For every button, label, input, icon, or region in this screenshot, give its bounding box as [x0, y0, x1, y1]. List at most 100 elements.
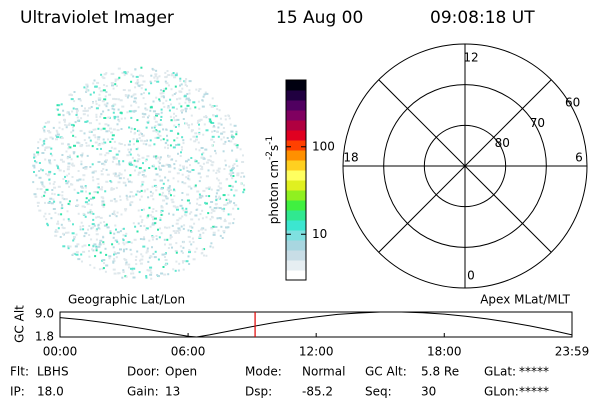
- pixel: [84, 201, 88, 204]
- pixel: [183, 80, 186, 83]
- pixel: [190, 243, 193, 246]
- pixel: [228, 165, 231, 168]
- pixel: [76, 243, 80, 246]
- pixel: [59, 158, 63, 161]
- pixel: [185, 160, 188, 163]
- pixel: [61, 191, 64, 193]
- pixel: [173, 76, 177, 79]
- pixel: [138, 271, 141, 274]
- pixel: [45, 218, 48, 221]
- pixel: [148, 114, 151, 117]
- pixel: [140, 258, 144, 261]
- pixel: [97, 97, 101, 100]
- pixel: [195, 148, 198, 151]
- pixel: [218, 170, 221, 173]
- pixel: [107, 109, 110, 112]
- pixel: [156, 136, 160, 139]
- pixel: [110, 181, 113, 184]
- pixel: [92, 249, 95, 252]
- pixel: [136, 79, 139, 82]
- pixel: [216, 108, 219, 111]
- pixel: [173, 93, 176, 95]
- pixel: [181, 199, 184, 201]
- pixel: [191, 123, 193, 126]
- pixel: [228, 117, 231, 120]
- pixel: [71, 254, 74, 256]
- pixel: [188, 178, 191, 181]
- pixel: [210, 227, 214, 230]
- pixel: [143, 140, 147, 142]
- pixel: [65, 126, 68, 129]
- image-disk: [32, 66, 246, 280]
- pixel: [95, 102, 98, 105]
- pixel: [130, 267, 133, 270]
- pixel: [229, 200, 232, 203]
- field-label: GLat:: [484, 365, 516, 379]
- pixel: [33, 166, 36, 169]
- pixel: [198, 133, 201, 135]
- pixel: [109, 140, 112, 143]
- pixel: [172, 268, 175, 271]
- pixel: [185, 260, 189, 263]
- pixel: [36, 151, 40, 154]
- pixel: [142, 80, 146, 83]
- pixel: [77, 170, 80, 172]
- pixel: [136, 140, 139, 143]
- pixel: [172, 177, 175, 180]
- pixel: [61, 128, 64, 131]
- pixel: [93, 266, 96, 269]
- pixel: [112, 187, 115, 190]
- pixel: [85, 87, 88, 90]
- pixel: [43, 139, 46, 142]
- pixel: [172, 146, 176, 149]
- pixel: [167, 186, 171, 189]
- pixel: [162, 95, 165, 98]
- pixel: [141, 183, 144, 186]
- pixel: [173, 167, 176, 170]
- pixel: [47, 129, 50, 132]
- pixel: [114, 252, 117, 255]
- pixel: [63, 198, 66, 201]
- pixel: [179, 79, 182, 82]
- pixel: [100, 128, 103, 131]
- pixel: [96, 148, 99, 150]
- pixel: [172, 205, 176, 208]
- pixel: [118, 120, 121, 123]
- colorbar-swatch: [286, 230, 306, 241]
- pixel: [191, 226, 194, 229]
- pixel: [46, 222, 49, 225]
- pixel: [102, 236, 105, 239]
- pixel: [180, 109, 184, 112]
- pixel: [121, 71, 125, 74]
- pixel: [198, 107, 201, 110]
- pixel: [105, 168, 108, 171]
- pixel: [68, 203, 71, 206]
- pixel: [213, 125, 215, 127]
- pixel: [104, 123, 108, 126]
- pixel: [108, 257, 111, 260]
- pixel: [67, 143, 70, 146]
- pixel: [201, 248, 204, 251]
- pixel: [93, 170, 97, 173]
- pixel: [111, 188, 114, 191]
- pixel: [63, 118, 66, 121]
- pixel: [177, 227, 181, 230]
- pixel: [145, 108, 149, 111]
- pixel: [85, 144, 88, 147]
- pixel: [102, 197, 105, 200]
- pixel: [49, 197, 53, 200]
- pixel: [100, 113, 103, 116]
- pixel: [114, 157, 118, 160]
- pixel: [84, 107, 86, 110]
- pixel: [103, 203, 106, 206]
- pixel: [231, 149, 234, 152]
- pixel: [82, 225, 85, 227]
- pixel: [174, 85, 177, 88]
- pixel: [76, 199, 79, 202]
- pixel: [153, 126, 156, 129]
- colorbar-label: photon cm-2s-1: [265, 136, 281, 225]
- pixel: [122, 241, 125, 244]
- pixel: [178, 262, 181, 265]
- pixel: [37, 147, 40, 149]
